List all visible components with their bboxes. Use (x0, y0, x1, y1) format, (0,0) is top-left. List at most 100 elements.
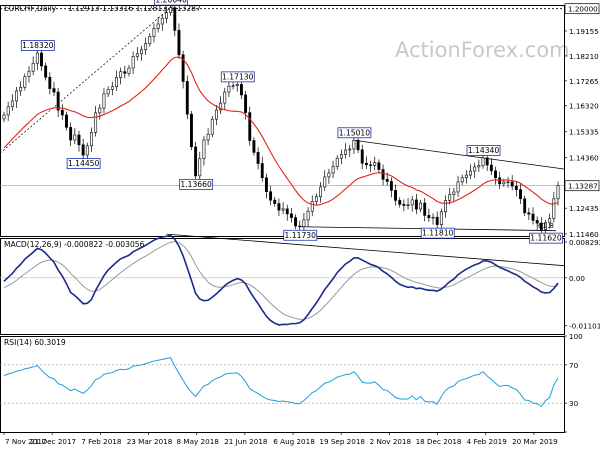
candle (77, 130, 81, 152)
y-tick-label: 1.16320 (569, 102, 599, 111)
candle (52, 81, 56, 97)
annotation-text: 1.11810 (422, 229, 454, 238)
candle-body (277, 203, 281, 211)
macd-tick-label: 0.008292 (569, 238, 600, 247)
candle (431, 213, 435, 225)
trendline-descending-upper (353, 139, 565, 170)
y-tick-label: 1.12435 (569, 204, 599, 213)
candle-body (15, 90, 18, 102)
candle-body (339, 154, 343, 159)
rsi-tick-label: 30 (569, 399, 579, 408)
x-tick-label: 7 Feb 2018 (81, 437, 122, 446)
candle-body (335, 157, 339, 167)
annotation-text: 1.17130 (222, 72, 254, 81)
candle (477, 159, 481, 172)
trendline-rising-dashed (0, 7, 171, 154)
candle-body (352, 139, 356, 150)
candle (364, 156, 368, 169)
candle (335, 155, 339, 170)
annotation-label: 1.11730 (283, 229, 318, 241)
macd-panel-title: MACD(12,26,9) -0.000822 -0.003056 (4, 240, 145, 249)
candle-body (90, 132, 93, 147)
candle (539, 217, 543, 235)
candle-body (231, 85, 235, 87)
candle (206, 128, 210, 146)
candle (356, 137, 360, 153)
candle (314, 193, 318, 205)
fib-label: 61.8 (538, 221, 554, 230)
candle-body (289, 213, 293, 218)
macd-signal-line (3, 240, 559, 320)
candle (127, 64, 131, 77)
annotation-text: 1.15010 (339, 128, 371, 137)
level-box (564, 3, 600, 15)
annotation-box (179, 178, 214, 190)
candle-body (202, 139, 206, 160)
candle (452, 187, 456, 202)
candle-body (510, 181, 514, 187)
candle (373, 156, 377, 171)
candle-body (544, 222, 547, 230)
watermark: ActionForex.com (395, 38, 570, 62)
candle-body (52, 88, 56, 93)
candle-body (402, 204, 406, 206)
candle-body (123, 71, 127, 74)
candle-body (98, 107, 102, 114)
candle (131, 51, 135, 74)
candle-body (2, 114, 6, 120)
candle-body (456, 181, 460, 193)
candle-body (331, 166, 335, 174)
candle (473, 162, 477, 178)
candle-body (48, 76, 52, 89)
candle (48, 72, 52, 95)
candle (27, 66, 31, 83)
candle-body (31, 62, 35, 72)
candle-body (310, 201, 314, 212)
candle (173, 2, 177, 37)
ohlc-header: 1.12913 1.13316 1.12813 1.13287 (68, 4, 201, 13)
candle (269, 185, 273, 206)
candle-body (498, 177, 502, 185)
candle-body (473, 166, 477, 172)
candle (135, 46, 139, 61)
candle (277, 198, 281, 217)
candle (339, 149, 343, 165)
candle-body (452, 191, 456, 195)
candle (185, 75, 189, 120)
candle-body (214, 109, 218, 120)
x-tick-label: 20 Mar 2019 (512, 437, 558, 446)
candle-body (194, 146, 198, 177)
candle-body (252, 140, 256, 153)
candle-body (364, 162, 368, 166)
candle-body (94, 112, 98, 133)
candle-body (535, 220, 539, 224)
candle (527, 207, 531, 221)
candle-body (410, 199, 414, 206)
annotation-label: 1.17130 (220, 71, 255, 83)
candle (189, 111, 193, 151)
candle-body (269, 191, 273, 201)
candle-body (140, 49, 143, 55)
candle-body (244, 94, 248, 113)
candle-body (527, 212, 531, 215)
candle-body (56, 91, 60, 111)
candle-body (152, 28, 156, 37)
candle-body (294, 217, 298, 227)
candle (264, 173, 268, 199)
candle-body (173, 7, 177, 31)
annotation-label: 1.14450 (66, 158, 101, 169)
x-tick-label: 2 Nov 2018 (370, 437, 412, 446)
candle (348, 144, 352, 157)
candle (40, 47, 43, 71)
candle-body (235, 84, 239, 86)
candle-body (389, 181, 393, 191)
candle-body (189, 113, 193, 148)
candle-body (539, 222, 543, 230)
x-tick-label: 21 Jun 2018 (224, 437, 268, 446)
candle-body (160, 17, 164, 25)
candle-body (131, 56, 135, 69)
candle-body (227, 85, 231, 93)
candle-body (406, 204, 410, 206)
candle-body (556, 185, 560, 200)
